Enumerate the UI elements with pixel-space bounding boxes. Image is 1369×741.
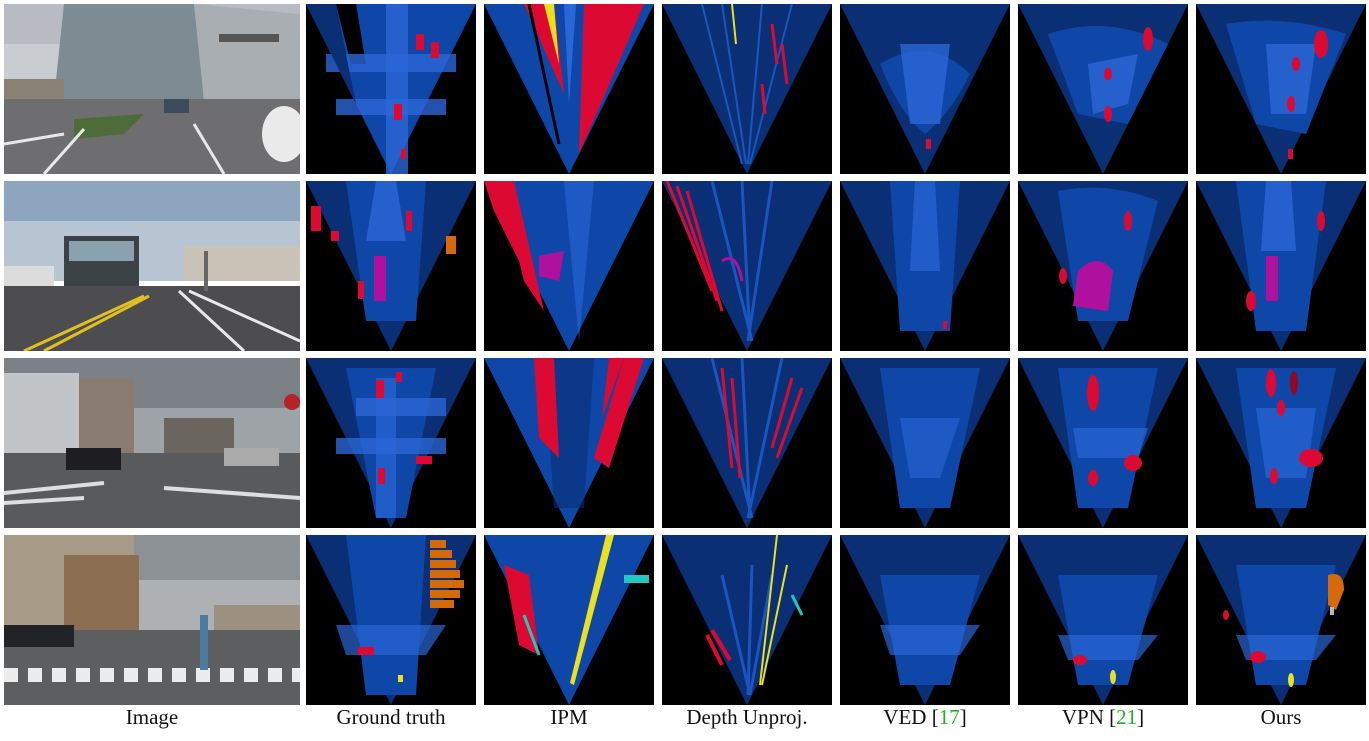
citation-ved[interactable]: 17: [938, 705, 960, 729]
camera-image: [4, 535, 300, 705]
bev-ours: [1196, 181, 1366, 351]
caption-depth-unproj: Depth Unproj.: [686, 705, 808, 729]
bev-ground-truth: [306, 4, 476, 174]
caption-ground-truth: Ground truth: [336, 705, 446, 729]
bev-vpn: [1018, 4, 1188, 174]
caption-ours: Ours: [1260, 705, 1302, 729]
bev-ved: [840, 4, 1010, 174]
bev-ground-truth: [306, 181, 476, 351]
bev-vpn: [1018, 358, 1188, 528]
caption-vpn: VPN [21]: [1061, 705, 1145, 729]
bev-ours: [1196, 358, 1366, 528]
bev-vpn: [1018, 181, 1188, 351]
bev-ved: [840, 181, 1010, 351]
bev-depth-unproj: [662, 358, 832, 528]
camera-image: [4, 358, 300, 528]
caption-image: Image: [125, 705, 179, 729]
bev-ground-truth: [306, 535, 476, 705]
citation-vpn[interactable]: 21: [1116, 705, 1138, 729]
bev-ipm: [484, 535, 654, 705]
bev-vpn: [1018, 535, 1188, 705]
bev-ipm: [484, 358, 654, 528]
camera-image: [4, 181, 300, 351]
camera-image: [4, 4, 300, 174]
bev-depth-unproj: [662, 535, 832, 705]
bev-ved: [840, 358, 1010, 528]
caption-ved: VED [17]: [883, 705, 967, 729]
bev-ipm: [484, 181, 654, 351]
bev-ipm: [484, 4, 654, 174]
bev-depth-unproj: [662, 4, 832, 174]
bev-depth-unproj: [662, 181, 832, 351]
bev-ground-truth: [306, 358, 476, 528]
bev-ved: [840, 535, 1010, 705]
bev-ours: [1196, 4, 1366, 174]
bev-ours: [1196, 535, 1366, 705]
caption-ipm: IPM: [550, 705, 588, 729]
